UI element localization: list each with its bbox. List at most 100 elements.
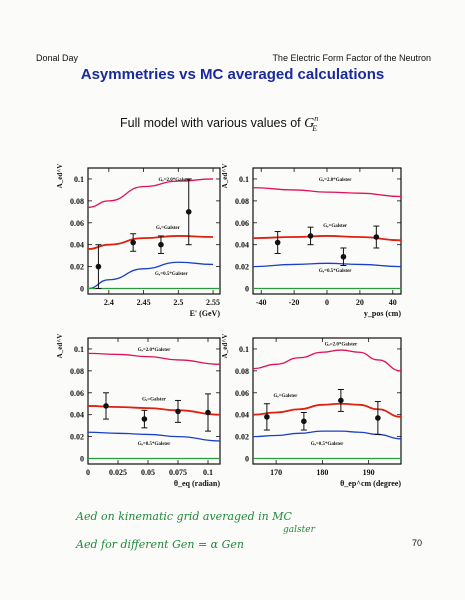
series-line-3 [253,262,401,268]
gen-symbol: GnE [304,114,319,133]
curve-label: Gₑ=2.0*Galster [138,348,171,353]
data-point [338,397,344,404]
series-line-3 [88,261,214,290]
data-point [130,239,136,246]
handwritten-note-1: Aed on kinematic grid averaged in MC [76,510,292,523]
data-point [301,418,307,425]
data-point [158,241,164,248]
y-tick-label: 0.08 [235,197,249,206]
y-tick-label: 0.04 [235,241,249,250]
series-line-2 [253,235,401,242]
curve-label: Gₑ=2.0*Galster [325,342,358,347]
data-point [264,414,270,420]
x-tick-label: 20 [356,298,364,307]
header-topic: The Electric Form Factor of the Neutron [272,53,431,63]
data-point [205,409,211,416]
series-line-1 [88,352,220,365]
x-tick-label: 180 [316,468,328,477]
x-axis-label: θ_ep^cm (degree) [340,479,401,488]
plot-frame [252,337,402,465]
y-axis-label: A_ed^V [221,164,229,189]
slide-subtitle: Full model with various values of GnE [120,114,323,133]
x-tick-label: 0.075 [169,468,187,477]
y-tick-label: 0.08 [235,367,249,376]
handwritten-note-2: Aed for different Gen = α Gen [76,538,244,551]
x-axis-label: E' (GeV) [190,309,221,318]
y-tick-label: 0.06 [235,219,249,228]
subtitle-text: Full model with various values of [120,116,301,130]
x-tick-label: 190 [363,468,375,477]
y-tick-label: 0.06 [235,389,249,398]
curve-label: Gₑ=0.5*Galster [319,269,352,274]
header-author: Donal Day [36,53,79,63]
y-tick-label: 0 [80,455,84,464]
y-axis-label: A_ed^V [221,334,229,359]
plot-frame [252,167,402,295]
x-tick-label: -20 [289,298,300,307]
y-tick-label: 0.02 [70,263,84,272]
data-point [141,416,148,422]
curve-label: Gₑ=0.5*Galster [138,442,171,447]
x-tick-label: 0 [86,468,90,477]
y-tick-label: 0.04 [235,411,249,420]
chart-panel-4: 0 0.02 0.04 0.06 0.08 0.1 170 180 190 θ_ep^cm (de… [221,334,402,488]
x-tick-label: 0.1 [203,468,213,477]
page-number: 70 [412,538,423,548]
x-tick-label: 2.5 [173,298,183,307]
y-axis-label: A_ed^V [56,334,64,359]
y-tick-label: 0.08 [70,367,84,376]
series-line-1 [88,178,214,209]
series-line-1 [253,349,401,372]
y-tick-label: 0.1 [74,175,84,184]
x-axis-label: θ_eq (radian) [174,479,221,488]
series-line-1 [253,187,401,198]
chart-panel-2: 0 0.02 0.04 0.06 0.08 0.1 -40 -20 0 20 40 y_pos (cm… [221,164,402,318]
x-tick-label: 2.45 [137,298,151,307]
y-tick-label: 0.08 [70,197,84,206]
x-tick-label: 0 [325,298,329,307]
curve-label: Gₑ=0.5*Galster [155,272,188,277]
curve-label: Gₑ=Galster [273,394,298,399]
y-tick-label: 0.1 [239,345,249,354]
y-tick-label: 0.1 [239,175,249,184]
curve-label: Gₑ=0.5*Galster [311,442,344,447]
y-tick-label: 0 [80,285,84,294]
curve-label: Gₑ=2.0*Galster [159,178,192,183]
data-point [103,403,109,409]
y-tick-label: 0 [245,285,249,294]
chart-panel-3: 0 0.02 0.04 0.06 0.08 0.1 0 0.025 0.05 0.075 0.1 θ_… [56,334,221,488]
curve-label: Gₑ=Galster [156,226,181,231]
data-point [95,263,102,270]
series-line-2 [253,402,401,418]
curve-label: Gₑ=Galster [142,397,167,402]
y-tick-label: 0 [245,455,249,464]
curve-label: Gₑ=Galster [323,224,348,229]
y-tick-label: 0.02 [235,263,249,272]
x-tick-label: 170 [270,468,282,477]
x-axis-label: y_pos (cm) [364,309,401,318]
y-tick-label: 0.02 [235,433,249,442]
data-point [175,408,181,415]
x-tick-label: 0.025 [109,468,127,477]
handwritten-note-superscript: galster [283,525,315,535]
y-tick-label: 0.06 [70,389,84,398]
data-point [185,209,192,215]
plot-frame [87,167,221,295]
data-point [307,233,314,239]
plot-frame [87,337,221,465]
chart-panel-1: 0 0.02 0.04 0.06 0.08 0.1 2.4 2.45 2.5 2.55 E' (Ge… [56,164,221,318]
slide-title: Asymmetries vs MC averaged calculations [80,66,385,83]
y-axis-label: A_ed^V [56,164,64,189]
data-point [340,253,347,260]
y-tick-label: 0.06 [70,219,84,228]
y-tick-label: 0.02 [70,433,84,442]
data-point [375,415,381,421]
x-tick-label: 2.4 [104,298,114,307]
data-point [373,234,380,240]
series-line-2 [88,235,214,250]
y-tick-label: 0.1 [74,345,84,354]
curve-label: Gₑ=2.0*Galster [319,178,352,183]
series-line-3 [88,431,220,442]
x-tick-label: 40 [389,298,397,307]
